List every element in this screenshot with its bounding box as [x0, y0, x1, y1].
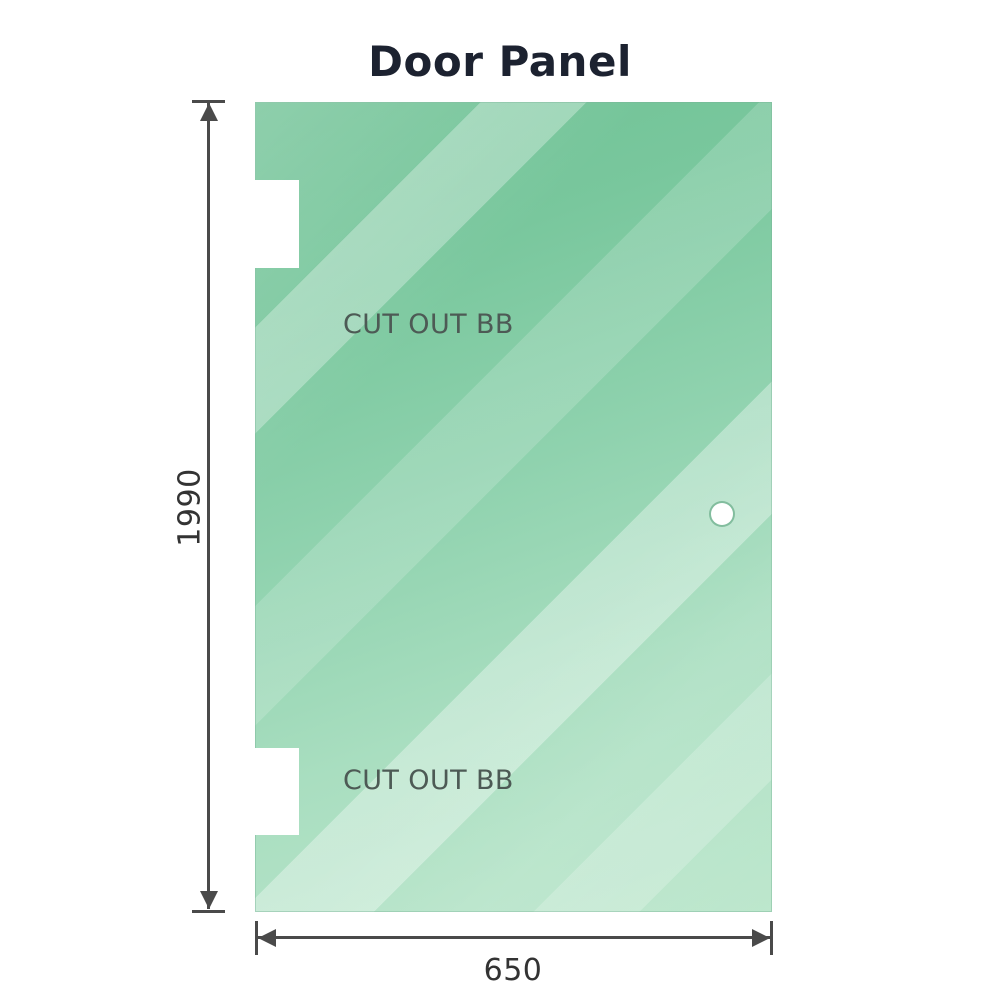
cutout-upper-lobe-bottom [277, 246, 299, 268]
dimension-tick-left [255, 921, 258, 955]
cutout-upper-lobe-top [277, 180, 299, 202]
dimension-tick-right [770, 921, 773, 955]
cutout-lower-lobe-top [277, 748, 299, 770]
dimension-arrow-down [199, 891, 218, 909]
dimension-arrow-left [258, 928, 276, 947]
cutout-label-lower: CUT OUT BB [343, 765, 514, 796]
dimension-arrow-right [752, 928, 770, 947]
door-panel: CUT OUT BB CUT OUT BB [255, 102, 772, 912]
dimension-value-height: 1990 [172, 468, 208, 547]
cutout-lower-lobe-bottom [277, 813, 299, 835]
cutout-lower [255, 748, 299, 835]
panel-glass-surface [255, 102, 772, 912]
cutout-label-upper: CUT OUT BB [343, 309, 514, 340]
handle-hole [711, 503, 733, 525]
cutout-upper [255, 180, 299, 268]
dimension-value-width: 650 [483, 953, 543, 988]
dimension-line-height [207, 103, 210, 909]
dimension-tick-top [192, 100, 225, 103]
dimension-arrow-up [199, 103, 218, 121]
dimension-line-width [258, 936, 770, 939]
page-title: Door Panel [368, 37, 632, 86]
dimension-tick-bottom [192, 910, 225, 913]
